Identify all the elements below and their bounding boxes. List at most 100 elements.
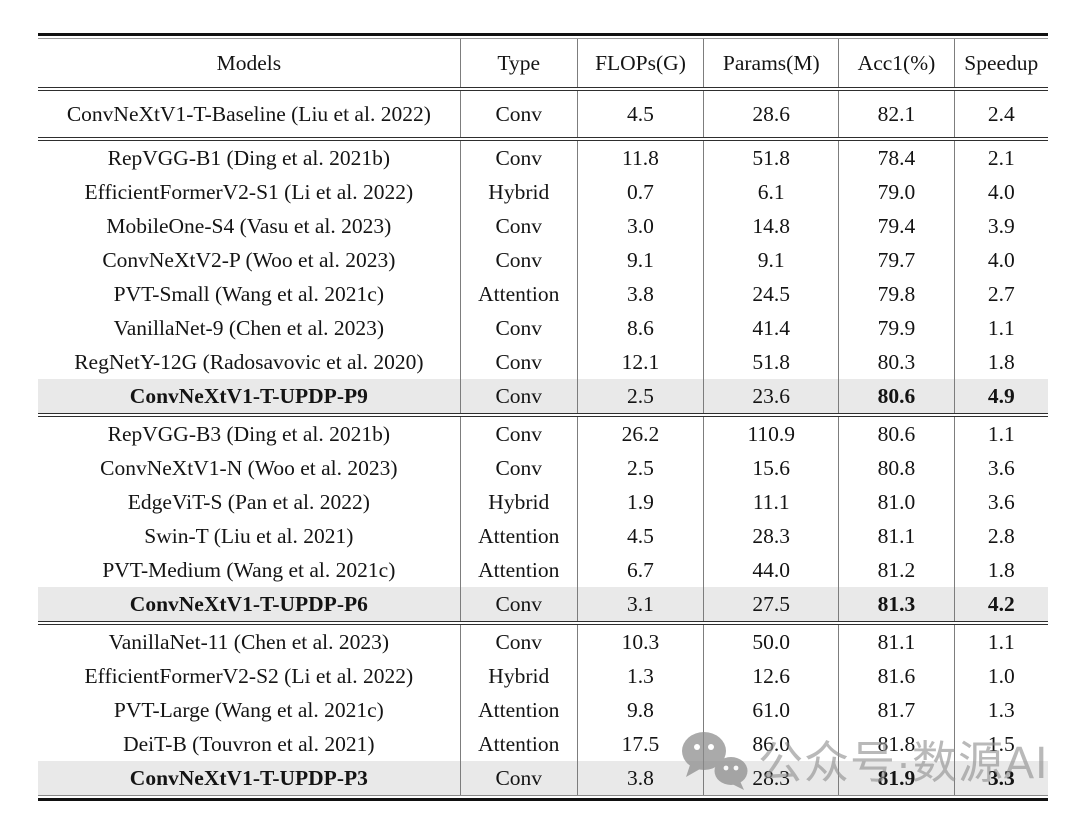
cell-speedup: 3.3	[953, 761, 1048, 795]
table-row: PVT-Large (Wang et al. 2021c) Attention …	[38, 693, 1048, 727]
cell-model: ConvNeXtV1-T-Baseline (Liu et al. 2022)	[66, 101, 431, 126]
cell-flops: 3.0	[576, 209, 704, 243]
cell-speedup: 1.1	[953, 415, 1048, 451]
cell-params: 86.0	[703, 727, 839, 761]
cell-flops: 3.8	[576, 277, 704, 311]
cell-model: ConvNeXtV2-P (Woo et al. 2023)	[102, 247, 396, 272]
cell-flops: 26.2	[576, 415, 704, 451]
cell-acc1: 81.1	[838, 519, 955, 553]
cell-model: ConvNeXtV1-T-UPDP-P3	[129, 765, 368, 790]
cell-acc1: 81.0	[838, 485, 955, 519]
cell-speedup: 4.0	[953, 175, 1048, 209]
column-header-acc1: Acc1(%)	[838, 39, 955, 89]
cell-type: Conv	[459, 311, 578, 345]
cell-flops: 11.8	[576, 139, 704, 175]
table-row-highlight-updp-p9: ConvNeXtV1-T-UPDP-P9 Conv 2.5 23.6 80.6 …	[38, 379, 1048, 415]
table-row: RepVGG-B3 (Ding et al. 2021b) Conv 26.2 …	[38, 415, 1048, 451]
cell-acc1: 81.6	[838, 659, 955, 693]
cell-params: 24.5	[703, 277, 839, 311]
column-header-type: Type	[459, 39, 578, 89]
cell-acc1: 80.3	[838, 345, 955, 379]
cell-model: Swin-T (Liu et al. 2021)	[144, 523, 354, 548]
cell-flops: 4.5	[576, 89, 704, 139]
cell-type: Attention	[459, 277, 578, 311]
header-row: Models Type FLOPs(G) Params(M) Acc1(%) S…	[38, 39, 1048, 89]
cell-model: RegNetY-12G (Radosavovic et al. 2020)	[74, 349, 424, 374]
cell-flops: 1.9	[576, 485, 704, 519]
cell-params: 61.0	[703, 693, 839, 727]
cell-acc1: 80.6	[838, 379, 955, 415]
cell-model: EfficientFormerV2-S1 (Li et al. 2022)	[84, 179, 414, 204]
column-header-flops: FLOPs(G)	[576, 39, 704, 89]
cell-type: Hybrid	[459, 659, 578, 693]
cell-type: Conv	[459, 761, 578, 795]
cell-flops: 1.3	[576, 659, 704, 693]
table-bottom-rule	[38, 795, 1048, 801]
cell-params: 11.1	[703, 485, 839, 519]
cell-acc1: 81.9	[838, 761, 955, 795]
cell-acc1: 78.4	[838, 139, 955, 175]
table-row: EdgeViT-S (Pan et al. 2022) Hybrid 1.9 1…	[38, 485, 1048, 519]
cell-type: Conv	[459, 379, 578, 415]
cell-model: DeiT-B (Touvron et al. 2021)	[123, 731, 375, 756]
table-row: VanillaNet-9 (Chen et al. 2023) Conv 8.6…	[38, 311, 1048, 345]
cell-model: PVT-Large (Wang et al. 2021c)	[113, 697, 384, 722]
cell-speedup: 3.6	[953, 451, 1048, 485]
cell-speedup: 1.0	[953, 659, 1048, 693]
cell-acc1: 79.8	[838, 277, 955, 311]
cell-model: PVT-Small (Wang et al. 2021c)	[113, 281, 385, 306]
cell-speedup: 3.6	[953, 485, 1048, 519]
cell-speedup: 1.3	[953, 693, 1048, 727]
cell-type: Conv	[459, 209, 578, 243]
cell-params: 23.6	[703, 379, 839, 415]
cell-type: Attention	[459, 693, 578, 727]
cell-type: Conv	[459, 89, 578, 139]
cell-model: VanillaNet-9 (Chen et al. 2023)	[113, 315, 385, 340]
cell-type: Attention	[459, 519, 578, 553]
cell-speedup: 4.2	[953, 587, 1048, 623]
cell-acc1: 79.7	[838, 243, 955, 277]
cell-flops: 4.5	[576, 519, 704, 553]
table-row-baseline: ConvNeXtV1-T-Baseline (Liu et al. 2022) …	[38, 89, 1048, 139]
cell-flops: 3.8	[576, 761, 704, 795]
table-row: VanillaNet-11 (Chen et al. 2023) Conv 10…	[38, 623, 1048, 659]
cell-speedup: 2.7	[953, 277, 1048, 311]
cell-type: Conv	[459, 345, 578, 379]
cell-speedup: 1.8	[953, 345, 1048, 379]
table-row: PVT-Small (Wang et al. 2021c) Attention …	[38, 277, 1048, 311]
cell-params: 50.0	[703, 623, 839, 659]
cell-speedup: 1.8	[953, 553, 1048, 587]
cell-acc1: 79.9	[838, 311, 955, 345]
cell-model: EfficientFormerV2-S2 (Li et al. 2022)	[84, 663, 414, 688]
cell-acc1: 79.4	[838, 209, 955, 243]
cell-flops: 17.5	[576, 727, 704, 761]
cell-acc1: 81.2	[838, 553, 955, 587]
cell-acc1: 79.0	[838, 175, 955, 209]
table-row: RepVGG-B1 (Ding et al. 2021b) Conv 11.8 …	[38, 139, 1048, 175]
cell-acc1: 80.6	[838, 415, 955, 451]
cell-type: Conv	[459, 243, 578, 277]
model-comparison-table: Models Type FLOPs(G) Params(M) Acc1(%) S…	[38, 39, 1048, 795]
cell-speedup: 3.9	[953, 209, 1048, 243]
results-table: Models Type FLOPs(G) Params(M) Acc1(%) S…	[38, 33, 1048, 801]
table-row: ConvNeXtV2-P (Woo et al. 2023) Conv 9.1 …	[38, 243, 1048, 277]
cell-speedup: 1.5	[953, 727, 1048, 761]
cell-model: VanillaNet-11 (Chen et al. 2023)	[108, 629, 390, 654]
cell-acc1: 81.7	[838, 693, 955, 727]
cell-params: 44.0	[703, 553, 839, 587]
cell-flops: 6.7	[576, 553, 704, 587]
cell-type: Hybrid	[459, 485, 578, 519]
cell-params: 14.8	[703, 209, 839, 243]
cell-model: RepVGG-B1 (Ding et al. 2021b)	[107, 145, 391, 170]
cell-params: 15.6	[703, 451, 839, 485]
table-row: RegNetY-12G (Radosavovic et al. 2020) Co…	[38, 345, 1048, 379]
cell-type: Conv	[459, 587, 578, 623]
cell-params: 28.3	[703, 761, 839, 795]
cell-params: 12.6	[703, 659, 839, 693]
cell-acc1: 81.8	[838, 727, 955, 761]
cell-type: Conv	[459, 139, 578, 175]
cell-acc1: 81.3	[838, 587, 955, 623]
cell-speedup: 1.1	[953, 623, 1048, 659]
table-row-highlight-updp-p3: ConvNeXtV1-T-UPDP-P3 Conv 3.8 28.3 81.9 …	[38, 761, 1048, 795]
column-header-params: Params(M)	[703, 39, 839, 89]
